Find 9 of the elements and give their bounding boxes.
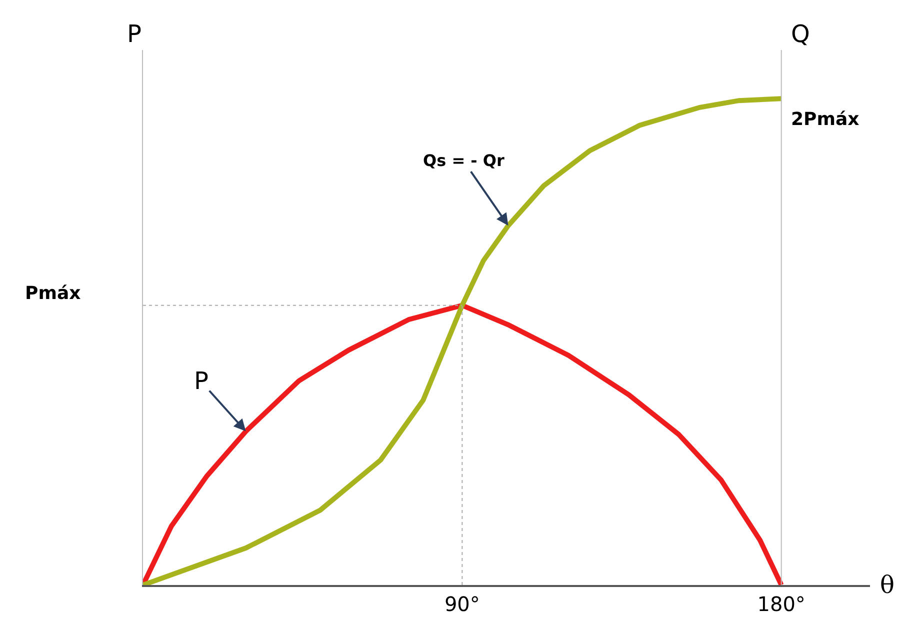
y-axis-title: P [127,20,142,48]
x-tick-label: 90° [444,592,480,616]
y2-axis-title: Q [791,20,810,48]
x-axis-title: θ [880,571,894,599]
text: Pmáx [25,283,82,304]
annotation: 2Pmáx [791,109,860,130]
annotation: Qs = - Qr [423,151,504,170]
annotation: P [194,367,208,395]
x-tick-label: 180° [757,592,806,616]
